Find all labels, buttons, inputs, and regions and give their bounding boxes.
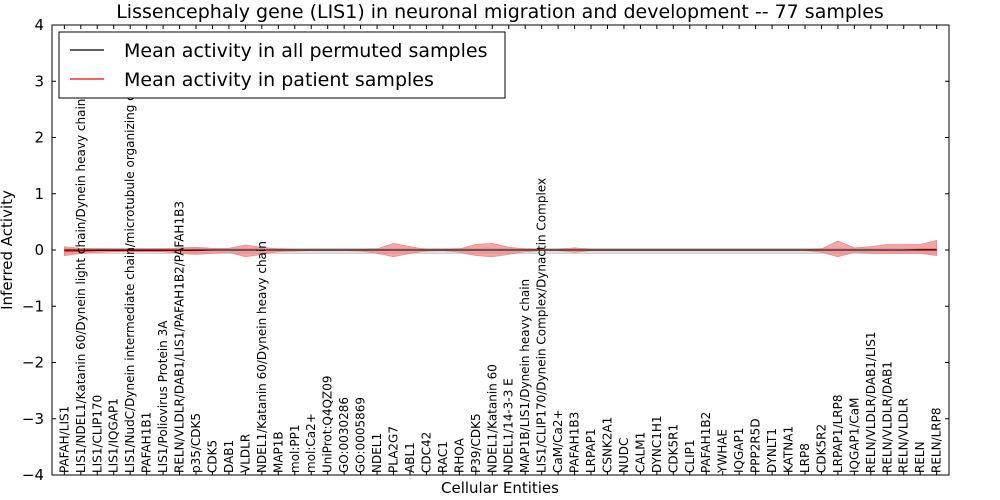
- x-tick-label: p35/CDK5: [189, 413, 203, 473]
- x-tick-label: RELN/LRP8: [930, 407, 944, 473]
- x-tick-label: CDK5R1: [666, 424, 680, 473]
- y-tick-label: 0: [34, 241, 44, 259]
- x-tick-label: CDC42: [419, 432, 433, 473]
- x-tick-label: LRPAP1: [584, 428, 598, 473]
- x-tick-label: DYNLT1: [765, 428, 779, 473]
- x-tick-label: MAP1B: [271, 431, 285, 473]
- x-tick-label: mol:Ca2+: [304, 413, 318, 473]
- x-tick-label: LIS1/IQGAP1: [107, 398, 121, 473]
- x-tick-label: RAC1: [436, 441, 450, 473]
- x-tick-label: LRPAP1/LRP8: [831, 394, 845, 473]
- x-tick-label: LIS1/NDEL1/Katanin 60/Dynein light chain…: [74, 99, 88, 473]
- x-tick-label: LIS1/CLIP170: [90, 395, 104, 473]
- x-tick-label: CaM/Ca2+: [551, 409, 565, 473]
- x-tick-label: CLIP1: [683, 440, 697, 473]
- x-tick-label: LIS1/CLIP170/Dynein Complex/Dynactin Com…: [535, 178, 549, 473]
- x-tick-label: GO:0030286: [337, 397, 351, 473]
- x-tick-label: LRP8: [798, 443, 812, 473]
- x-tick-label: IQGAP1: [732, 428, 746, 473]
- y-tick-label: 3: [34, 72, 44, 90]
- x-tick-label: PAFAH1B1: [140, 412, 154, 473]
- x-tick-label: UniProt:Q4QZ09: [321, 375, 335, 473]
- x-tick-label: DYNC1H1: [650, 415, 664, 473]
- x-tick-label: PLA2G7: [387, 426, 401, 473]
- x-tick-label: mol:PP1: [288, 424, 302, 473]
- y-tick-label: −4: [22, 466, 44, 484]
- x-axis-label: Cellular Entities: [441, 479, 559, 497]
- series-lines: [64, 248, 937, 252]
- x-tick-label: LIS1/NudC/Dynein intermediate chain/micr…: [123, 62, 137, 473]
- x-tick-label: CDK5: [206, 440, 220, 473]
- x-tick-label: NDEL1: [370, 433, 384, 473]
- y-axis-ticks: −4 −3 −2 −1 0 1 2 3 4: [22, 16, 949, 484]
- x-tick-label: PPP2R5D: [749, 418, 763, 473]
- x-tick-label: RELN/VLDLR: [897, 398, 911, 473]
- y-tick-label: −3: [22, 410, 44, 428]
- y-tick-label: 2: [34, 129, 44, 147]
- x-tick-label: CALM1: [633, 432, 647, 473]
- y-tick-label: −2: [22, 354, 44, 372]
- x-tick-label: RHOA: [452, 437, 466, 473]
- x-tick-label: YWHAE: [716, 429, 730, 474]
- x-tick-label: NUDC: [617, 438, 631, 473]
- x-tick-label: P39/CDK5: [469, 413, 483, 473]
- x-tick-label: RELN: [913, 441, 927, 473]
- x-tick-label: KATNA1: [782, 426, 796, 473]
- x-tick-label: PAFAH/LIS1: [57, 406, 71, 473]
- x-tick-label: ABL1: [403, 442, 417, 473]
- x-tick-label: NDEL1/Katanin 60/Dynein heavy chain: [255, 241, 269, 473]
- x-tick-label: GO:0005869: [354, 397, 368, 473]
- chart-title: Lissencephaly gene (LIS1) in neuronal mi…: [116, 1, 884, 23]
- x-tick-label: NDEL1/14-3-3 E: [502, 378, 516, 473]
- x-tick-label: IQGAP1/CaM: [847, 398, 861, 474]
- x-tick-label: DAB1: [222, 440, 236, 473]
- x-tick-label: VLDLR: [238, 434, 252, 473]
- series-band-1: [64, 240, 938, 258]
- y-tick-label: 4: [34, 16, 44, 34]
- legend: Mean activity in all permuted samples Me…: [58, 31, 506, 99]
- x-tick-label: CSNK2A1: [601, 417, 615, 473]
- x-tick-label: PAFAH1B3: [568, 412, 582, 473]
- y-axis-label: Inferred Activity: [0, 190, 16, 310]
- legend-box: [58, 31, 506, 99]
- x-tick-label: RELN/VLDLR/DAB1: [880, 361, 894, 473]
- x-tick-label: RELN/VLDLR/DAB1/LIS1/PAFAH1B2/PAFAH1B3: [173, 201, 187, 473]
- x-tick-label: MAP1B/LIS1/Dynein heavy chain: [518, 279, 532, 473]
- x-tick-label: NDEL1/Katanin 60: [485, 364, 499, 473]
- x-tick-label: CDK5R2: [814, 424, 828, 473]
- x-tick-label: LIS1/Poliovirus Protein 3A: [156, 320, 170, 473]
- x-tick-label: PAFAH1B2: [699, 412, 713, 473]
- confidence-bands: [64, 240, 938, 258]
- legend-label-permuted: Mean activity in all permuted samples: [124, 40, 487, 62]
- x-axis-ticks: PAFAH/LIS1 LIS1/NDEL1/Katanin 60/Dynein l…: [57, 25, 944, 475]
- x-tick-label: RELN/VLDLR/DAB1/LIS1: [864, 332, 878, 473]
- legend-label-patient: Mean activity in patient samples: [124, 69, 434, 91]
- y-tick-label: −1: [22, 297, 44, 315]
- y-tick-label: 1: [34, 185, 44, 203]
